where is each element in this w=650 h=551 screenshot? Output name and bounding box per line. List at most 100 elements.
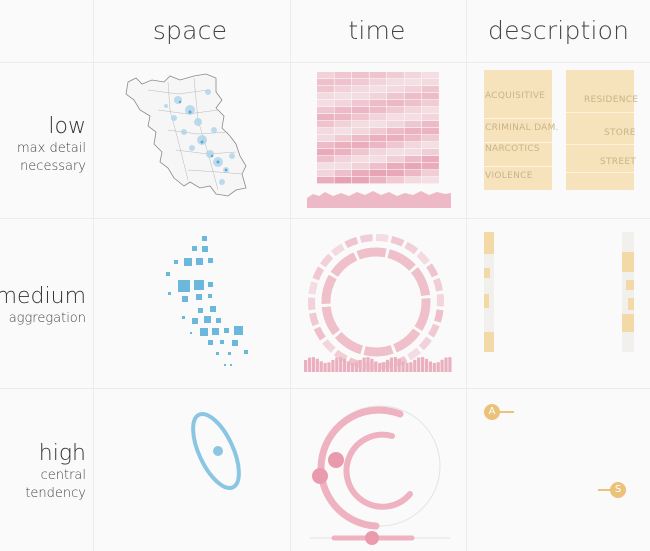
time-low-heatmap (307, 72, 451, 208)
heatmap-cell (404, 107, 422, 114)
time-bar (417, 357, 421, 372)
marker-a-label: A (488, 406, 496, 417)
time-bar (354, 362, 358, 372)
heatmap-cell (387, 93, 404, 100)
description-location-label: RESIDENCE (584, 95, 639, 105)
heatmap-cell (422, 177, 439, 184)
grid-divider (0, 62, 650, 63)
heatmap-cell (334, 93, 352, 100)
heatmap-cell (387, 121, 404, 128)
heatmap-cell (422, 128, 439, 135)
description-high-markers (484, 404, 626, 498)
heatmap-cell (352, 163, 369, 170)
description-category-label: ACQUISITIVE (485, 91, 546, 101)
heatmap-cell (387, 114, 404, 121)
time-bar (327, 362, 331, 372)
heatmap-cell (422, 93, 439, 100)
heatmap-cell (387, 128, 404, 135)
heatmap-cell (404, 93, 422, 100)
heatmap-cell (387, 100, 404, 107)
heatmap-cell (369, 170, 387, 177)
time-bar (319, 361, 323, 372)
heatmap-cell (422, 149, 439, 156)
heatmap-cell (387, 170, 404, 177)
time-bar (409, 362, 413, 372)
time-high-arcs (310, 405, 450, 545)
heatmap-cell (352, 107, 369, 114)
space-high-ellipse (191, 412, 241, 490)
time-bar (413, 359, 417, 372)
time-bar (323, 362, 327, 372)
time-bar (436, 362, 440, 372)
heatmap-cell (369, 156, 387, 163)
description-category-label: NARCOTICS (485, 144, 540, 154)
radial-segment (312, 266, 325, 281)
heatmap-cell (317, 135, 334, 142)
marker-s-label: S (614, 484, 622, 495)
heatmap-cell (352, 100, 369, 107)
heatmap-cell (387, 177, 404, 184)
time-bar (440, 359, 444, 372)
heatmap-cell (422, 72, 439, 79)
heatmap-cell (352, 114, 369, 121)
row-subtitle: max detail (17, 141, 86, 156)
time-bar (315, 358, 319, 372)
row-subtitle: tendency (25, 486, 86, 501)
heatmap-cell (334, 114, 352, 121)
heatmap-cell (404, 135, 422, 142)
heatmap-cell (317, 142, 334, 149)
description-low-treemap-left (484, 70, 552, 190)
heatmap-cell (317, 93, 334, 100)
heatmap-cell (404, 100, 422, 107)
radial-segment (434, 309, 444, 323)
time-bar (331, 359, 335, 372)
heatmap-cell (404, 86, 422, 93)
time-bar (366, 357, 370, 372)
description-category-label: VIOLENCE (485, 171, 533, 181)
time-bar (389, 357, 393, 372)
row-header-medium: medium aggregation (0, 284, 86, 328)
radial-segment (308, 297, 316, 311)
heatmap-cell (352, 156, 369, 163)
heatmap-cell (317, 114, 334, 121)
heatmap-cell (334, 142, 352, 149)
heatmap-cell (334, 163, 352, 170)
heatmap-cell (422, 114, 439, 121)
heatmap-cell (334, 177, 352, 184)
time-bar (304, 360, 308, 372)
description-category-label: CRIMINAL DAM. (485, 123, 559, 133)
heatmap-cell (404, 79, 422, 86)
radial-segment (436, 293, 444, 307)
row-title: high (38, 441, 86, 466)
heatmap-cell (404, 121, 422, 128)
radial-segment (313, 326, 326, 341)
time-bar (350, 362, 354, 372)
time-bar (393, 357, 397, 372)
heatmap-cell (334, 107, 352, 114)
row-header-high: high central tendency (25, 441, 86, 503)
time-bar (343, 358, 347, 372)
radial-segment (407, 347, 422, 361)
column-header-space: space (152, 16, 228, 45)
radial-segment (330, 243, 345, 257)
radial-segment (359, 234, 373, 243)
row-subtitle: central (40, 468, 86, 483)
heatmap-cell (369, 72, 387, 79)
heatmap-cell (369, 149, 387, 156)
heatmap-cell (317, 156, 334, 163)
row-subtitle: aggregation (8, 311, 86, 326)
radial-segment (426, 263, 439, 278)
heatmap-cell (422, 156, 439, 163)
row-header-low: low max detail necessary (17, 114, 86, 176)
heatmap-cell (387, 163, 404, 170)
description-location-label: STORE (604, 128, 636, 138)
row-title: low (48, 114, 86, 139)
time-bar (346, 361, 351, 372)
grid-divider (290, 0, 291, 551)
heatmap-cell (422, 142, 439, 149)
heatmap-cell (387, 149, 404, 156)
heatmap-cell (369, 135, 387, 142)
heatmap-cell (334, 100, 352, 107)
time-bar (385, 359, 390, 372)
